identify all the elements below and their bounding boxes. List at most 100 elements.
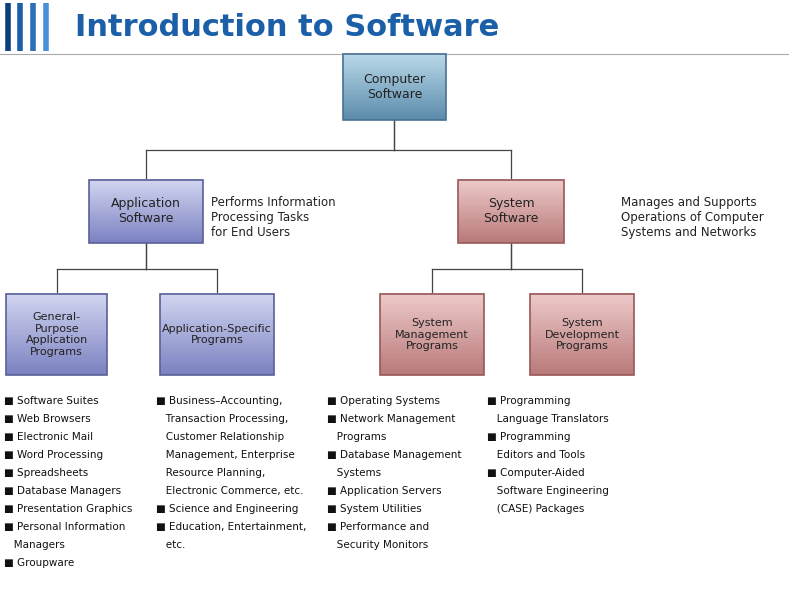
Bar [380,312,484,316]
Bar [458,205,564,208]
Bar [160,361,274,364]
Bar [343,110,446,113]
Text: General-
Purpose
Application
Programs: General- Purpose Application Programs [26,312,88,357]
Text: Introduction to Software: Introduction to Software [75,13,499,41]
Bar [6,334,107,337]
Bar [380,304,484,307]
Bar [530,293,634,296]
Bar [530,323,634,326]
Bar [89,232,203,235]
Bar [89,238,203,241]
Bar [89,230,203,233]
Bar [6,304,107,307]
Bar [380,342,484,346]
Bar [6,296,107,299]
Bar [160,334,274,337]
Bar [458,179,564,182]
Bar [160,326,274,329]
Text: Manages and Supports
Operations of Computer
Systems and Networks: Manages and Supports Operations of Compu… [622,196,764,239]
Bar [458,196,564,199]
Bar [6,323,107,326]
Bar [160,296,274,299]
Bar [530,334,634,337]
Bar [89,190,203,193]
Bar [380,334,484,337]
Bar [343,104,446,107]
Text: ■ Education, Entertainment,: ■ Education, Entertainment, [156,522,306,532]
Bar [343,95,446,98]
Bar [380,344,484,348]
Bar [380,364,484,367]
Text: ■ Spreadsheets: ■ Spreadsheets [4,468,88,478]
Bar [343,100,446,103]
Bar [530,307,634,310]
Bar [458,219,564,222]
Bar [6,340,107,343]
Bar [530,371,634,375]
Text: ■ Presentation Graphics: ■ Presentation Graphics [4,504,132,514]
Bar [89,184,203,186]
Bar [380,329,484,332]
Text: etc.: etc. [156,540,186,550]
Text: Editors and Tools: Editors and Tools [487,450,586,460]
Bar [89,198,203,201]
Bar [458,232,564,235]
Bar [343,86,446,89]
Bar [343,117,446,120]
Bar [530,331,634,335]
Bar [380,307,484,310]
Bar [343,93,446,96]
Bar [89,211,203,214]
Text: ■ Network Management: ■ Network Management [327,414,456,424]
Bar [160,344,274,348]
Text: ■ System Utilities: ■ System Utilities [327,504,422,514]
Bar [89,200,203,203]
Bar [530,347,634,350]
Bar [6,358,107,361]
Bar [89,179,203,182]
Bar [530,326,634,329]
Bar [160,350,274,353]
Bar [380,294,484,375]
Text: ■ Application Servers: ■ Application Servers [327,486,442,496]
Bar [160,323,274,326]
Bar [89,221,203,224]
Bar [458,221,564,224]
Bar [530,364,634,367]
Bar [530,310,634,313]
Bar [530,369,634,372]
Bar [343,71,446,74]
Bar [160,329,274,332]
Bar [6,315,107,318]
Bar [6,364,107,367]
Bar [6,344,107,348]
Text: Software Engineering: Software Engineering [487,486,610,496]
Bar [380,337,484,340]
Text: ■ Programming: ■ Programming [487,432,571,442]
Bar [380,358,484,361]
Bar [343,53,446,56]
Bar [89,205,203,208]
Bar [530,342,634,346]
Text: Transaction Processing,: Transaction Processing, [156,414,289,424]
Bar [160,301,274,305]
Bar [458,213,564,216]
Text: Application
Software: Application Software [111,197,181,226]
Bar [6,331,107,335]
Bar [89,203,203,205]
Text: Managers: Managers [4,540,65,550]
Text: ■ Word Processing: ■ Word Processing [4,450,103,460]
Text: Application-Specific
Programs: Application-Specific Programs [162,323,272,346]
Bar [458,234,564,237]
Bar [380,355,484,359]
Bar [89,186,203,188]
Text: Electronic Commerce, etc.: Electronic Commerce, etc. [156,486,304,496]
Bar [89,182,203,184]
Bar [160,340,274,343]
Bar [6,329,107,332]
Bar [89,226,203,228]
Bar [6,301,107,305]
Bar [380,350,484,353]
Bar [343,106,446,109]
Bar [160,364,274,367]
